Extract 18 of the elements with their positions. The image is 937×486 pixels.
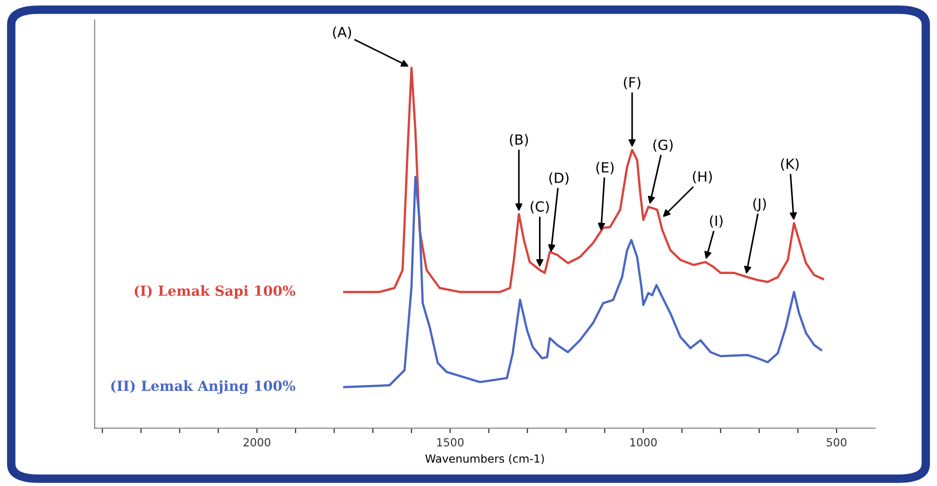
text: (II) Lemak Anjing 100% (111, 380, 296, 394)
annotation: (I) (710, 215, 723, 228)
x-tick-label: 500 (826, 438, 846, 446)
annotation: (J) (753, 198, 766, 212)
annotation: (C) (530, 201, 549, 214)
annotation: (F) (624, 76, 640, 90)
annotation: (E) (596, 162, 614, 174)
x-axis-title: Wavenumbers (cm-1) (425, 454, 544, 464)
x-tick-label: 1500 (437, 438, 464, 446)
x-tick-label: 2000 (244, 438, 270, 446)
x-tick-label: 1000 (630, 438, 657, 446)
annotation: (A) (333, 26, 352, 40)
annotation: (H) (692, 171, 712, 184)
annotation: (K) (781, 158, 799, 171)
text: (I) Lemak Sapi 100% (134, 285, 296, 299)
annotation: (D) (549, 172, 568, 185)
annotation: (B) (510, 134, 528, 146)
annotation: (G) (653, 139, 673, 152)
